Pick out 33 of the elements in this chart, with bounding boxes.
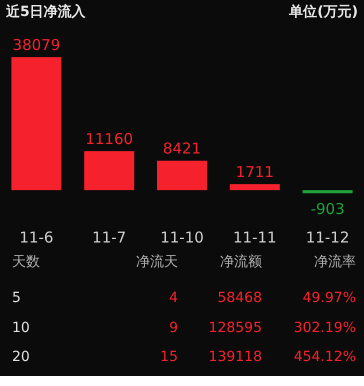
x-tick-label: 11-6 (19, 228, 54, 246)
data-label: 38079 (12, 36, 60, 54)
text: 20 (12, 349, 30, 365)
data-label: 11160 (85, 130, 134, 148)
x-tick-label: 11-11 (233, 228, 277, 246)
x-tick-label: 11-10 (160, 228, 204, 246)
text: 9 (169, 320, 178, 336)
bar (11, 57, 62, 190)
text: 58468 (217, 290, 262, 306)
text: 净流天 (136, 254, 178, 270)
data-label: 8421 (162, 140, 202, 158)
text: 15 (160, 349, 178, 365)
bar (157, 160, 207, 190)
text: 49.97% (302, 290, 356, 306)
text: 302.19% (294, 320, 356, 336)
bar (230, 184, 280, 190)
bar (302, 190, 353, 194)
text: 139118 (208, 349, 262, 365)
x-tick-label: 11-7 (92, 228, 126, 246)
text: 净流率 (314, 254, 356, 270)
bar (84, 151, 134, 190)
x-tick-label: 11-12 (306, 228, 350, 246)
text: 128595 (208, 320, 262, 336)
text: 10 (12, 320, 30, 336)
chart-subtitle: 单位(万元) (288, 4, 358, 20)
text: 4 (169, 290, 178, 306)
text: 净流额 (220, 254, 262, 270)
data-label: 1711 (236, 163, 274, 182)
text: 天数 (12, 254, 40, 270)
chart-title: 近5日净流入 (5, 3, 87, 20)
text: 454.12% (294, 349, 356, 365)
data-label: -903 (310, 200, 345, 218)
text: 5 (12, 290, 21, 306)
